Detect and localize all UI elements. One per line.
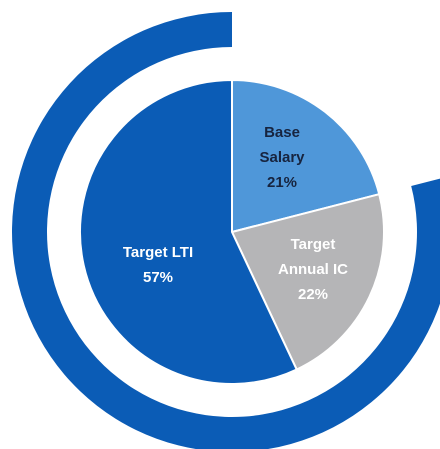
category-label: Base Salary [259, 124, 305, 166]
value-label: 21% [266, 174, 298, 191]
category-label: Target Annual IC [278, 236, 348, 278]
pie-slice [231, 78, 381, 234]
value-label: 57% [142, 269, 174, 286]
slice-label: Target LTI 57% [98, 240, 218, 290]
pie-slice [230, 192, 385, 371]
category-label: Target LTI [122, 244, 194, 261]
value-label: 22% [297, 286, 329, 303]
slice-label: Target Annual IC 22% [265, 232, 361, 307]
pie-slice [79, 78, 299, 385]
slice-label: Base Salary 21% [242, 120, 322, 195]
